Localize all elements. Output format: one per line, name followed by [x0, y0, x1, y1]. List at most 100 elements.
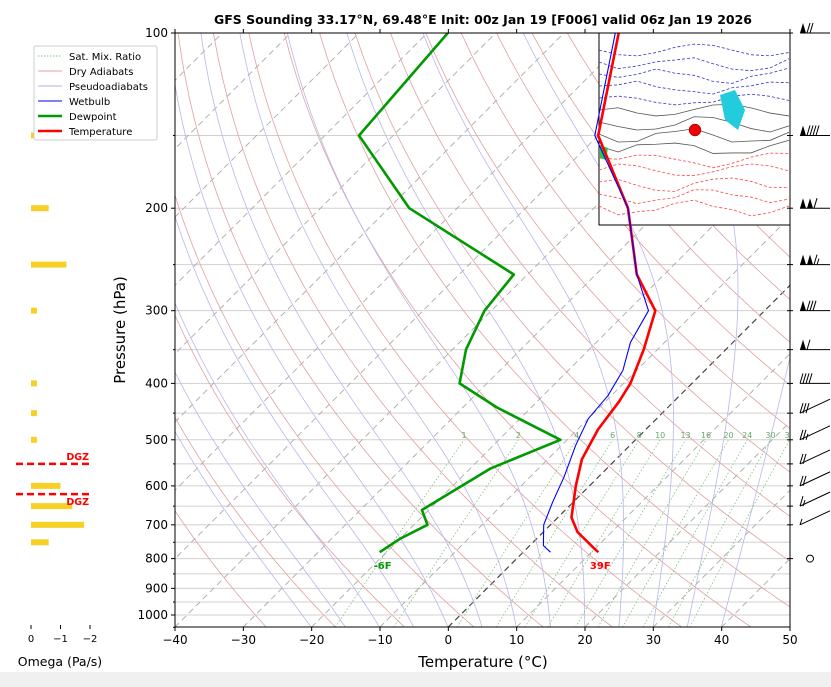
omega-bar: [31, 261, 67, 268]
barb-full: [809, 300, 814, 311]
mixing-ratio-label: 16: [701, 431, 711, 440]
y-tick-label: 900: [145, 581, 168, 595]
wind-barb: [800, 254, 830, 266]
barb-full: [799, 373, 804, 384]
omega-tick-label: −1: [53, 634, 68, 645]
barb-full: [799, 495, 804, 507]
map-contour: [598, 163, 790, 177]
pseudoadiabat: [175, 302, 380, 627]
mixing-ratio-label: 4: [574, 431, 579, 440]
series-dewpoint: [357, 33, 562, 554]
profiles: [357, 33, 657, 554]
dgz-label: DGZ: [66, 497, 89, 508]
surface-dewpoint-label: -6F: [374, 561, 392, 572]
dry-adiabat: [460, 33, 790, 429]
legend-label: Wetbulb: [69, 97, 110, 108]
legend: Sat. Mix. Ratio Dry Adiabats Pseudoadiabat…: [33, 45, 158, 141]
pseudoadiabat: [200, 33, 483, 627]
omega-tick-label: −2: [83, 634, 98, 645]
pseudoadiabat: [656, 33, 739, 627]
isotherm: [584, 421, 790, 627]
barb-full: [805, 373, 810, 384]
omega-bar: [31, 436, 37, 443]
x-tick-label: −20: [299, 633, 324, 647]
pseudoadiabat: [422, 33, 625, 627]
wind-barb: [799, 449, 831, 465]
y-tick-label: 700: [145, 518, 168, 532]
x-axis-label: Temperature (°C): [417, 653, 547, 671]
dry-adiabat: [248, 33, 683, 627]
omega-bar: [31, 503, 73, 510]
figure: GFS Sounding 33.17°N, 69.48°E Init: 00z …: [0, 0, 831, 672]
x-tick-label: −30: [231, 633, 256, 647]
series-wetbulb: [542, 33, 650, 553]
isotherm: [175, 33, 428, 286]
y-tick-label: 400: [145, 376, 168, 390]
omega-bar: [31, 410, 37, 417]
dry-adiabat: [319, 33, 790, 608]
x-tick-label: 40: [714, 633, 729, 647]
dry-adiabat: [283, 33, 752, 627]
map-contour: [598, 139, 790, 154]
map-contour: [598, 43, 790, 57]
omega-tick-label: 0: [28, 634, 34, 645]
isotherm: [516, 353, 790, 627]
wind-barb: [799, 510, 831, 526]
barb-staff: [799, 449, 831, 465]
x-tick-label: −10: [367, 633, 392, 647]
barb-half: [816, 258, 820, 265]
omega-bar: [31, 539, 49, 546]
omega-panel: DGZ DGZ 0 −1 −2: [16, 132, 97, 645]
wind-barb: [800, 198, 830, 209]
dry-adiabat: [175, 193, 475, 627]
barb-full: [799, 429, 804, 440]
barb-full: [802, 475, 807, 487]
pseudoadiabat: [175, 430, 312, 627]
chart-title: GFS Sounding 33.17°N, 69.48°E Init: 00z …: [214, 12, 752, 27]
mixing-ratio-line: [456, 439, 577, 627]
mixing-ratio-label: 36: [785, 431, 795, 440]
barb-flag: [800, 198, 806, 209]
barb-full: [813, 198, 818, 209]
pseudoadiabat: [522, 33, 674, 627]
barb-staff: [799, 491, 831, 507]
map-contour: [598, 189, 790, 205]
y-tick-label: 300: [145, 304, 168, 318]
barb-flag: [800, 339, 806, 350]
map-contour: [598, 93, 790, 106]
isotherm: [175, 33, 360, 218]
barb-full: [809, 22, 814, 34]
x-tick-label: −40: [162, 633, 187, 647]
barb-full: [805, 403, 810, 414]
mixing-ratio-label: 20: [723, 431, 733, 440]
mixing-ratio-line: [334, 439, 465, 627]
omega-bar: [31, 482, 61, 489]
mixing-ratio-line: [597, 439, 707, 627]
map-contour: [598, 152, 790, 169]
dry-adiabat: [425, 33, 790, 473]
omega-bar: [31, 205, 49, 212]
map-contour: [598, 67, 790, 84]
mixing-ratio-label: 1: [462, 431, 467, 440]
isotherm: [311, 148, 790, 627]
barb-full: [809, 125, 814, 136]
barb-flag: [800, 300, 806, 311]
barb-full: [799, 403, 804, 414]
dgz-label: DGZ: [66, 452, 89, 463]
barb-full: [799, 475, 804, 487]
map-contour: [598, 103, 790, 117]
barb-flag: [807, 254, 813, 265]
dry-adiabat: [213, 33, 614, 627]
mixing-ratio-line: [689, 439, 790, 627]
isotherm: [175, 33, 633, 491]
barb-full: [802, 453, 807, 465]
dry-adiabat: [177, 33, 544, 627]
barb-full: [802, 403, 807, 414]
x-tick-label: 10: [509, 633, 524, 647]
omega-bar: [31, 521, 85, 528]
wind-barb: [799, 491, 831, 507]
barb-full: [815, 125, 820, 136]
y-tick-label: 100: [145, 26, 168, 40]
x-tick-label: 20: [577, 633, 592, 647]
pseudoadiabat: [346, 33, 586, 627]
